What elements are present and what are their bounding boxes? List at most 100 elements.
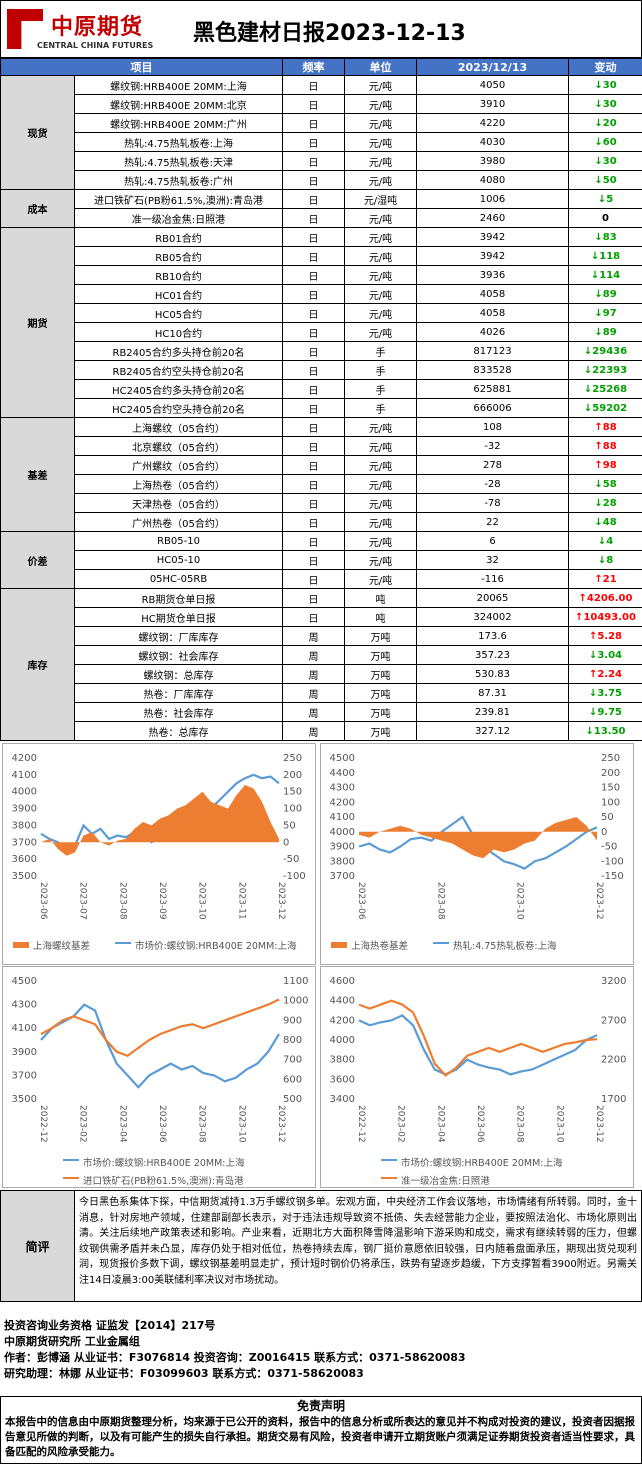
change-value: 3.75 bbox=[597, 687, 623, 699]
arrow-down-icon: ↓ bbox=[594, 174, 603, 186]
change-value: 8 bbox=[606, 554, 614, 566]
cell-item: 螺纹钢：厂库库存 bbox=[74, 626, 283, 646]
x-tick: 2023-07 bbox=[78, 882, 88, 920]
cell-freq: 日 bbox=[282, 151, 345, 171]
cell-unit: 元/吨 bbox=[344, 455, 417, 475]
y-tick-right: 1100 bbox=[283, 976, 308, 987]
cell-value: 817123 bbox=[416, 341, 569, 361]
cell-change: ↑21 bbox=[568, 569, 642, 589]
cell-unit: 元/吨 bbox=[344, 265, 417, 285]
category-label: 库存 bbox=[0, 588, 75, 741]
table-row: 广州热卷（05合约）日元/吨 22 ↓48 bbox=[1, 512, 642, 532]
cell-item: 进口铁矿石(PB粉61.5%,澳洲):青岛港 bbox=[74, 189, 283, 209]
footer-author: 作者：彭博涵 从业证书：F3076814 投资咨询：Z0016415 联系方式：… bbox=[4, 1351, 466, 1364]
cell-unit: 手 bbox=[344, 360, 417, 380]
cell-change: ↓9.75 bbox=[568, 702, 642, 722]
cell-change: ↑98 bbox=[568, 455, 642, 475]
y-tick-left: 4100 bbox=[12, 1023, 37, 1034]
table-row: 准一级冶金焦:日照港日元/吨 2460 0 bbox=[1, 208, 642, 228]
cell-freq: 日 bbox=[282, 588, 345, 608]
cell-value: 239.81 bbox=[416, 702, 569, 722]
x-tick: 2022-12 bbox=[38, 1105, 48, 1143]
cell-item: RB2405合约多头持仓前20名 bbox=[74, 341, 283, 361]
cell-value: 3942 bbox=[416, 246, 569, 266]
cell-value: -32 bbox=[416, 436, 569, 456]
cell-change: ↓30 bbox=[568, 151, 642, 171]
cell-change: ↑88 bbox=[568, 417, 642, 437]
cell-item: 热卷：总库存 bbox=[74, 721, 283, 741]
legend-swatch bbox=[13, 942, 29, 948]
y-tick-right: 3200 bbox=[601, 976, 626, 987]
y-tick-right: 500 bbox=[283, 1094, 302, 1105]
cell-value: 3942 bbox=[416, 227, 569, 247]
arrow-down-icon: ↓ bbox=[585, 725, 594, 737]
cell-value: 4058 bbox=[416, 303, 569, 323]
cell-change: ↓28 bbox=[568, 493, 642, 513]
y-tick-left: 3700 bbox=[12, 837, 37, 848]
arrow-down-icon: ↓ bbox=[594, 79, 603, 91]
cell-freq: 周 bbox=[282, 702, 345, 722]
legend-label: 热轧:4.75热轧板卷:上海 bbox=[453, 940, 557, 952]
cell-item: 热卷：厂库库存 bbox=[74, 683, 283, 703]
cell-item: HC05合约 bbox=[74, 303, 283, 323]
category-label: 现货 bbox=[0, 75, 75, 190]
cell-unit: 元/吨 bbox=[344, 94, 417, 114]
change-value: 25268 bbox=[592, 383, 628, 395]
arrow-up-icon: ↑ bbox=[594, 421, 603, 433]
cell-value: 4080 bbox=[416, 170, 569, 190]
cell-item: RB期货仓单日报 bbox=[74, 588, 283, 608]
cell-freq: 日 bbox=[282, 455, 345, 475]
y-tick-left: 3500 bbox=[12, 871, 37, 882]
change-value: 28 bbox=[602, 497, 617, 509]
arrow-down-icon: ↓ bbox=[594, 326, 603, 338]
cell-freq: 周 bbox=[282, 626, 345, 646]
y-tick-right: -100 bbox=[283, 871, 306, 882]
x-tick: 2023-12 bbox=[276, 882, 286, 920]
x-tick: 2023-12 bbox=[276, 1105, 286, 1143]
arrow-down-icon: ↓ bbox=[583, 364, 593, 376]
cell-unit: 元/吨 bbox=[344, 303, 417, 323]
table-row: 05HC-05RB 日元/吨 -116 ↑21 bbox=[1, 569, 642, 589]
y-tick-right: 2200 bbox=[601, 1055, 626, 1066]
table-row: 现货 螺纹钢:HRB400E 20MM:上海日元/吨 4050 ↓30 bbox=[0, 75, 642, 190]
change-value: 89 bbox=[602, 288, 617, 300]
cell-unit: 吨 bbox=[344, 588, 417, 608]
cell-freq: 日 bbox=[282, 322, 345, 342]
table-row: HC2405合约多头持仓前20名日手 625881 ↓25268 bbox=[1, 379, 642, 399]
cell-unit: 元/吨 bbox=[344, 493, 417, 513]
cell-value: 4220 bbox=[416, 113, 569, 133]
y-tick-left: 3800 bbox=[12, 820, 37, 831]
y-tick-left: 4100 bbox=[330, 812, 355, 823]
y-tick-right: 250 bbox=[283, 753, 302, 764]
cell-freq: 日 bbox=[282, 189, 345, 209]
table-row: 热轧:4.75热轧板卷:广州日元/吨 4080 ↓50 bbox=[1, 170, 642, 190]
table-row: 北京螺纹（05合约）日元/吨 -32 ↑88 bbox=[1, 436, 642, 456]
y-tick-left: 3500 bbox=[12, 1094, 37, 1105]
cell-item: 天津热卷（05合约） bbox=[74, 493, 283, 513]
x-tick: 2023-08 bbox=[197, 1105, 207, 1143]
disclaimer-title: 免责声明 bbox=[296, 1399, 345, 1413]
cell-value: 32 bbox=[416, 550, 569, 570]
cell-change: ↓30 bbox=[568, 75, 642, 95]
x-tick: 2023-04 bbox=[117, 1105, 127, 1143]
arrow-down-icon: ↓ bbox=[594, 231, 603, 243]
table-row: 螺纹钢：社会库存周万吨 357.23 ↓3.04 bbox=[1, 645, 642, 665]
cell-unit: 万吨 bbox=[344, 683, 417, 703]
arrow-up-icon: ↑ bbox=[594, 459, 603, 471]
charts-area: 4200 4100 4000 3900 3800 3700 3600 3500 250 200 15… bbox=[0, 740, 642, 1190]
legend-swatch bbox=[63, 1159, 79, 1161]
table-row: HC05-10 日元/吨 32 ↓8 bbox=[1, 550, 642, 570]
legend-swatch bbox=[381, 1177, 397, 1179]
y-tick-right: 2700 bbox=[601, 1015, 626, 1026]
chart-svg: 4200 4100 4000 3900 3800 3700 3600 3500 250 200 15… bbox=[12, 753, 306, 952]
cell-value: 6 bbox=[416, 531, 569, 551]
change-value: 30 bbox=[602, 98, 617, 110]
cell-item: 准一级冶金焦:日照港 bbox=[74, 208, 283, 228]
x-tick: 2023-08 bbox=[435, 882, 445, 920]
report-header: 中原期货 CENTRAL CHINA FUTURES 黑色建材日报2023-12… bbox=[0, 0, 642, 58]
col-header-unit: 单位 bbox=[344, 58, 417, 76]
arrow-down-icon: ↓ bbox=[590, 269, 600, 281]
arrow-up-icon: ↑ bbox=[575, 611, 584, 623]
table-row: 成本 进口铁矿石(PB粉61.5%,澳洲):青岛港日元/湿吨 1006 ↓5 bbox=[0, 189, 642, 228]
chart-hotcoil-basis: 4500 4400 4300 4200 4100 4000 3900 3800 3700 250 2… bbox=[320, 743, 634, 965]
